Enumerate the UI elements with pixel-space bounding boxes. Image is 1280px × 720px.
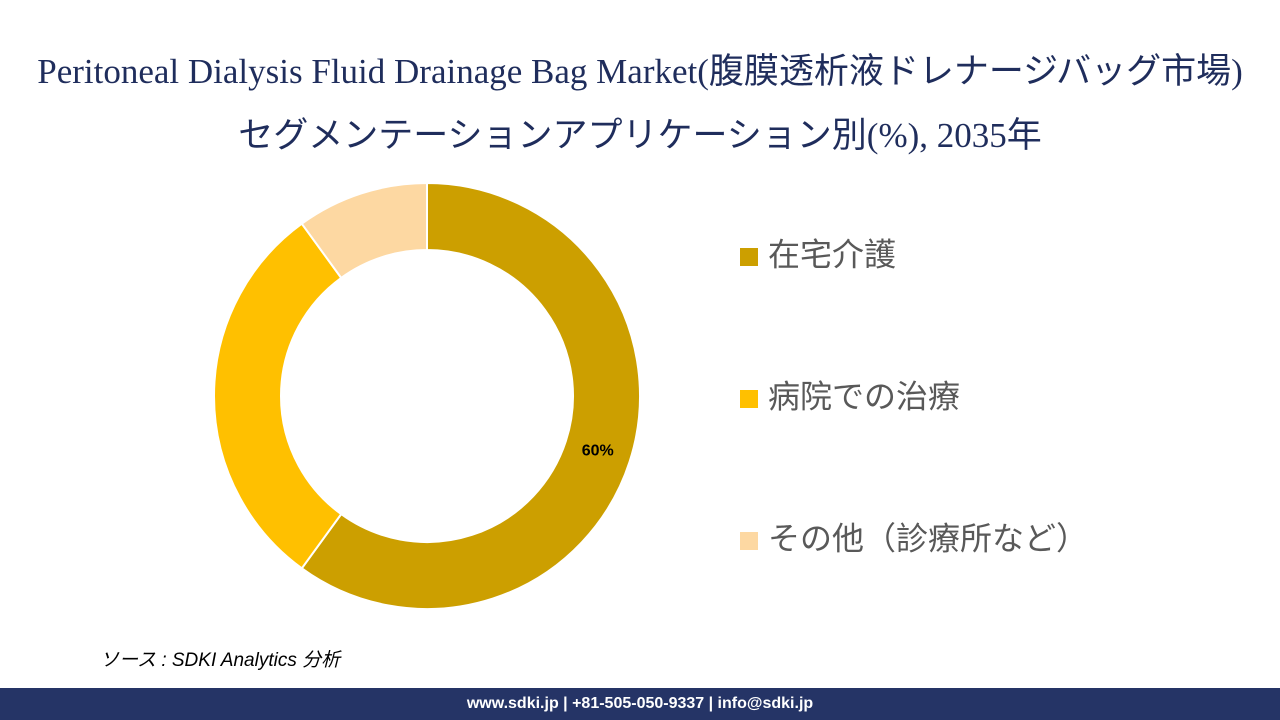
legend-swatch (740, 248, 758, 266)
legend-swatch (740, 390, 758, 408)
data-label: 60% (582, 443, 614, 460)
donut-segment (300, 181, 641, 610)
legend-label: その他（診療所など） (768, 520, 1088, 556)
source-note: ソース : SDKI Analytics 分析 (100, 650, 341, 671)
donut-segment (300, 181, 428, 280)
chart-title: Peritoneal Dialysis Fluid Drainage Bag M… (37, 52, 1243, 155)
donut-segment (213, 222, 343, 570)
legend-label: 在宅介護 (768, 236, 896, 272)
legend-label: 病院での治療 (768, 378, 960, 414)
footer: www.sdki.jp | +81-505-050-9337 | info@sd… (0, 688, 1280, 720)
legend-swatch (740, 532, 758, 550)
